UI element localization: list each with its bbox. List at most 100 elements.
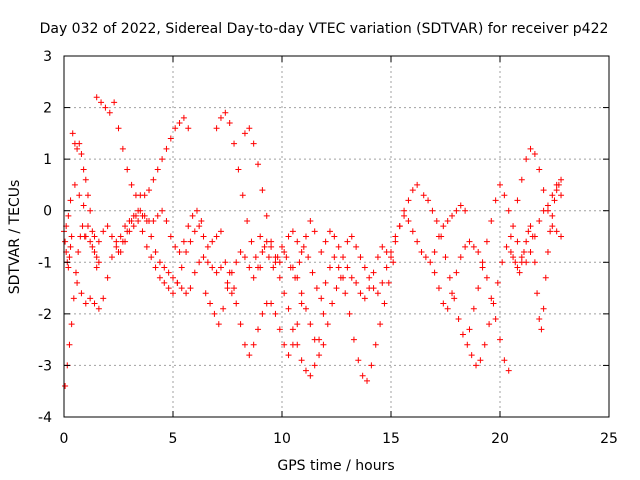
data-point	[464, 341, 471, 348]
data-point	[233, 300, 240, 307]
data-point	[250, 140, 257, 147]
data-point	[505, 367, 512, 374]
data-point	[298, 290, 305, 297]
data-point	[344, 264, 351, 271]
data-point	[75, 248, 82, 255]
data-point	[211, 310, 218, 317]
data-point	[462, 207, 469, 214]
data-point	[220, 305, 227, 312]
data-point	[233, 259, 240, 266]
data-point	[298, 248, 305, 255]
data-point	[383, 264, 390, 271]
data-point	[544, 207, 551, 214]
data-point	[241, 254, 248, 261]
data-point	[93, 254, 100, 261]
data-point	[455, 316, 462, 323]
data-point	[235, 166, 242, 173]
series-arc-21	[61, 228, 75, 271]
data-point	[180, 238, 187, 245]
data-point	[95, 259, 102, 266]
data-point	[470, 305, 477, 312]
series-arc-20	[507, 223, 534, 276]
data-point	[486, 321, 493, 328]
data-point	[213, 233, 220, 240]
data-point	[549, 212, 556, 219]
data-point	[259, 248, 266, 255]
data-point	[531, 259, 538, 266]
data-point	[503, 243, 510, 250]
data-point	[285, 233, 292, 240]
data-point	[128, 218, 135, 225]
data-point	[285, 352, 292, 359]
data-point	[146, 187, 153, 194]
series-arc-8	[213, 109, 264, 271]
data-point	[108, 233, 115, 240]
data-point	[302, 305, 309, 312]
data-point	[481, 341, 488, 348]
data-point	[287, 264, 294, 271]
data-point	[311, 362, 318, 369]
data-point	[492, 316, 499, 323]
data-point	[255, 264, 262, 271]
data-point	[549, 223, 556, 230]
data-point	[82, 233, 89, 240]
data-point	[91, 248, 98, 255]
data-point	[538, 326, 545, 333]
data-point	[510, 223, 517, 230]
data-point	[527, 223, 534, 230]
series-arc-3	[69, 130, 100, 271]
data-point	[154, 212, 161, 219]
data-point	[470, 243, 477, 250]
data-point	[523, 156, 530, 163]
data-point	[276, 326, 283, 333]
data-point	[320, 341, 327, 348]
data-point	[217, 264, 224, 271]
series-arc-9	[241, 125, 327, 379]
data-point	[187, 285, 194, 292]
data-point	[82, 300, 89, 307]
data-point	[353, 279, 360, 286]
data-point	[141, 212, 148, 219]
data-point	[119, 238, 126, 245]
data-point	[320, 310, 327, 317]
data-point	[113, 238, 120, 245]
data-point	[91, 233, 98, 240]
data-point	[270, 264, 277, 271]
data-point	[401, 212, 408, 219]
data-point	[159, 156, 166, 163]
data-point	[124, 228, 131, 235]
data-point	[187, 238, 194, 245]
data-point	[446, 274, 453, 281]
data-point	[65, 264, 72, 271]
data-point	[132, 212, 139, 219]
data-point	[300, 243, 307, 250]
data-point	[193, 207, 200, 214]
data-point	[492, 197, 499, 204]
data-point	[488, 295, 495, 302]
y-tick-label: -3	[38, 358, 52, 374]
data-point	[62, 383, 69, 390]
data-point	[420, 192, 427, 199]
data-point	[68, 321, 75, 328]
data-point	[366, 274, 373, 281]
data-point	[176, 120, 183, 127]
data-point	[95, 305, 102, 312]
y-tick-label: 2	[43, 101, 52, 117]
data-point	[542, 274, 549, 281]
data-point	[514, 264, 521, 271]
data-point	[115, 125, 122, 132]
data-point	[66, 254, 73, 261]
data-point	[536, 316, 543, 323]
data-point	[165, 285, 172, 292]
data-point	[263, 212, 270, 219]
data-point	[150, 176, 157, 183]
data-point	[514, 197, 521, 204]
data-point	[422, 254, 429, 261]
data-point	[276, 259, 283, 266]
series-arc-14	[344, 202, 469, 297]
data-point	[490, 300, 497, 307]
data-point	[259, 310, 266, 317]
data-point	[281, 248, 288, 255]
y-tick-label: -1	[38, 255, 52, 271]
data-point	[316, 352, 323, 359]
